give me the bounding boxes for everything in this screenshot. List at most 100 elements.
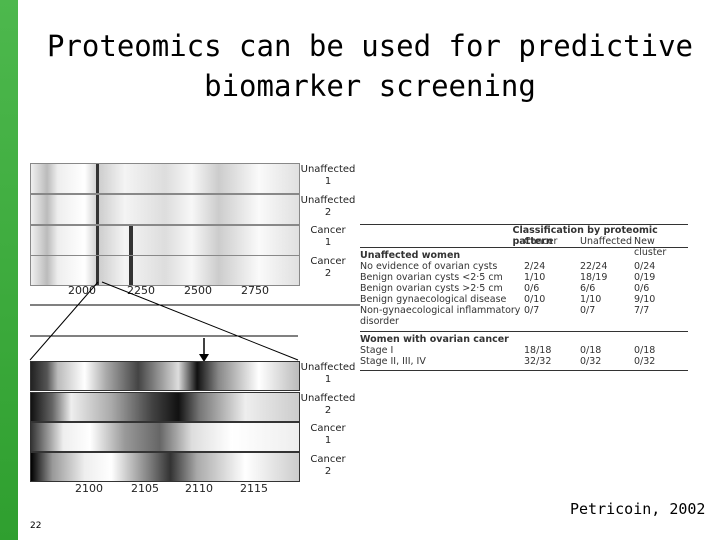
lane-name: Unaffected	[300, 195, 356, 206]
upper-tick-1: 2000	[68, 284, 96, 297]
row-label: Stage II, III, IV	[360, 356, 426, 367]
lane-num: 2	[324, 268, 332, 279]
lane-num: 1	[324, 237, 332, 248]
cell: 0/18	[580, 345, 602, 356]
upper-lane-label-1: Unaffected 1	[300, 164, 356, 188]
slide-title: Proteomics can be used for predictive bi…	[40, 26, 700, 106]
cell: 18/18	[524, 345, 552, 356]
cell: 0/24	[634, 261, 656, 272]
classification-table: Classification by proteomic pattern Canc…	[360, 224, 688, 371]
lower-gel-lane-3	[30, 422, 300, 452]
table-row: Benign gynaecological disease 0/10 1/10 …	[360, 294, 688, 305]
lower-gel-lane-4	[30, 452, 300, 482]
lane-num: 2	[324, 466, 332, 477]
lane-num: 2	[324, 207, 332, 218]
table-row: Non-gynaecological inflammatory 0/7 0/7 …	[360, 305, 688, 316]
lower-tick-2: 2105	[131, 482, 159, 495]
table-row: disorder	[360, 316, 688, 327]
zoom-line-right	[101, 281, 299, 361]
title-line-2: biomarker screening	[204, 69, 536, 103]
col-new-cluster: New cluster	[634, 236, 667, 258]
row-label: Benign ovarian cysts >2·5 cm	[360, 283, 503, 294]
band	[129, 256, 133, 285]
cell: 18/19	[580, 272, 608, 283]
upper-lane-label-2: Unaffected 2	[300, 195, 356, 219]
row-label: Stage I	[360, 345, 394, 356]
lane-name: Unaffected	[300, 393, 356, 404]
cell: 0/7	[580, 305, 596, 316]
table-col-header-row: Cancer Unaffected New cluster	[360, 236, 688, 258]
row-label: Benign gynaecological disease	[360, 294, 507, 305]
cell	[524, 316, 580, 327]
lane-name: Unaffected	[300, 164, 356, 175]
lower-lane-label-2: Unaffected 2	[300, 393, 356, 417]
group-title-row: Unaffected women	[360, 250, 688, 261]
cell: 1/10	[524, 272, 546, 283]
upper-tick-4: 2750	[241, 284, 269, 297]
cell: 2/24	[524, 261, 546, 272]
upper-gel-lane-1	[30, 163, 300, 194]
table-row: No evidence of ovarian cysts 2/24 22/24 …	[360, 261, 688, 272]
upper-tick-2: 2250	[127, 284, 155, 297]
lane-name: Cancer	[310, 225, 346, 236]
col-unaffected: Unaffected	[580, 236, 633, 247]
table-row: Benign ovarian cysts <2·5 cm 1/10 18/19 …	[360, 272, 688, 283]
cell: 7/7	[634, 305, 650, 316]
table-rule	[360, 224, 688, 225]
band	[96, 256, 99, 285]
cell: 22/24	[580, 261, 608, 272]
group1-title: Unaffected women	[360, 250, 461, 261]
upper-lane-label-4: Cancer 2	[300, 256, 356, 280]
cell	[580, 316, 634, 327]
lane-name: Unaffected	[300, 362, 356, 373]
lower-gel-lane-2	[30, 392, 300, 422]
col-cancer: Cancer	[524, 236, 558, 247]
row-label: Non-gynaecological inflammatory	[360, 305, 521, 316]
lane-name: Cancer	[310, 454, 346, 465]
cell: 0/18	[634, 345, 656, 356]
cell: 0/6	[634, 283, 650, 294]
lower-tick-4: 2115	[240, 482, 268, 495]
lane-num: 1	[324, 435, 332, 446]
cell: 0/10	[524, 294, 546, 305]
lane-name: Cancer	[310, 423, 346, 434]
zoom-line-left	[29, 281, 99, 361]
lower-lane-label-4: Cancer 2	[300, 454, 356, 478]
table-corner	[360, 225, 512, 236]
upper-lane-label-3: Cancer 1	[300, 225, 356, 249]
lower-tick-1: 2100	[75, 482, 103, 495]
cell: 0/32	[580, 356, 602, 367]
lane-num: 1	[324, 176, 332, 187]
lane-num: 2	[324, 405, 332, 416]
citation: Petricoin, 2002	[570, 500, 706, 518]
upper-gel-lane-3	[30, 225, 300, 256]
lower-tick-3: 2110	[185, 482, 213, 495]
table-row: Benign ovarian cysts >2·5 cm 0/6 6/6 0/6	[360, 283, 688, 294]
row-label: Benign ovarian cysts <2·5 cm	[360, 272, 503, 283]
band	[96, 164, 99, 193]
upper-tick-3: 2500	[184, 284, 212, 297]
row-label: No evidence of ovarian cysts	[360, 261, 498, 272]
arrow-head	[199, 354, 209, 362]
page-number: 22	[30, 521, 42, 531]
band	[129, 226, 133, 255]
upper-gel-lane-2	[30, 194, 300, 225]
cell: 0/32	[634, 356, 656, 367]
table-row: Stage I 18/18 0/18 0/18	[360, 345, 688, 356]
table-corner	[360, 236, 524, 247]
cell: 1/10	[580, 294, 602, 305]
title-line-1: Proteomics can be used for predictive	[46, 29, 693, 63]
group2-title: Women with ovarian cancer	[360, 334, 509, 345]
cell: 9/10	[634, 294, 656, 305]
green-side-bar	[0, 0, 18, 540]
cell: 6/6	[580, 283, 596, 294]
lower-lane-label-3: Cancer 1	[300, 423, 356, 447]
lower-gel-lane-1	[30, 361, 300, 391]
cell: 0/7	[524, 305, 540, 316]
band	[96, 195, 99, 224]
table-rule	[360, 370, 688, 371]
cell: 0/6	[524, 283, 540, 294]
cell: 32/32	[524, 356, 552, 367]
lane-num: 1	[324, 374, 332, 385]
